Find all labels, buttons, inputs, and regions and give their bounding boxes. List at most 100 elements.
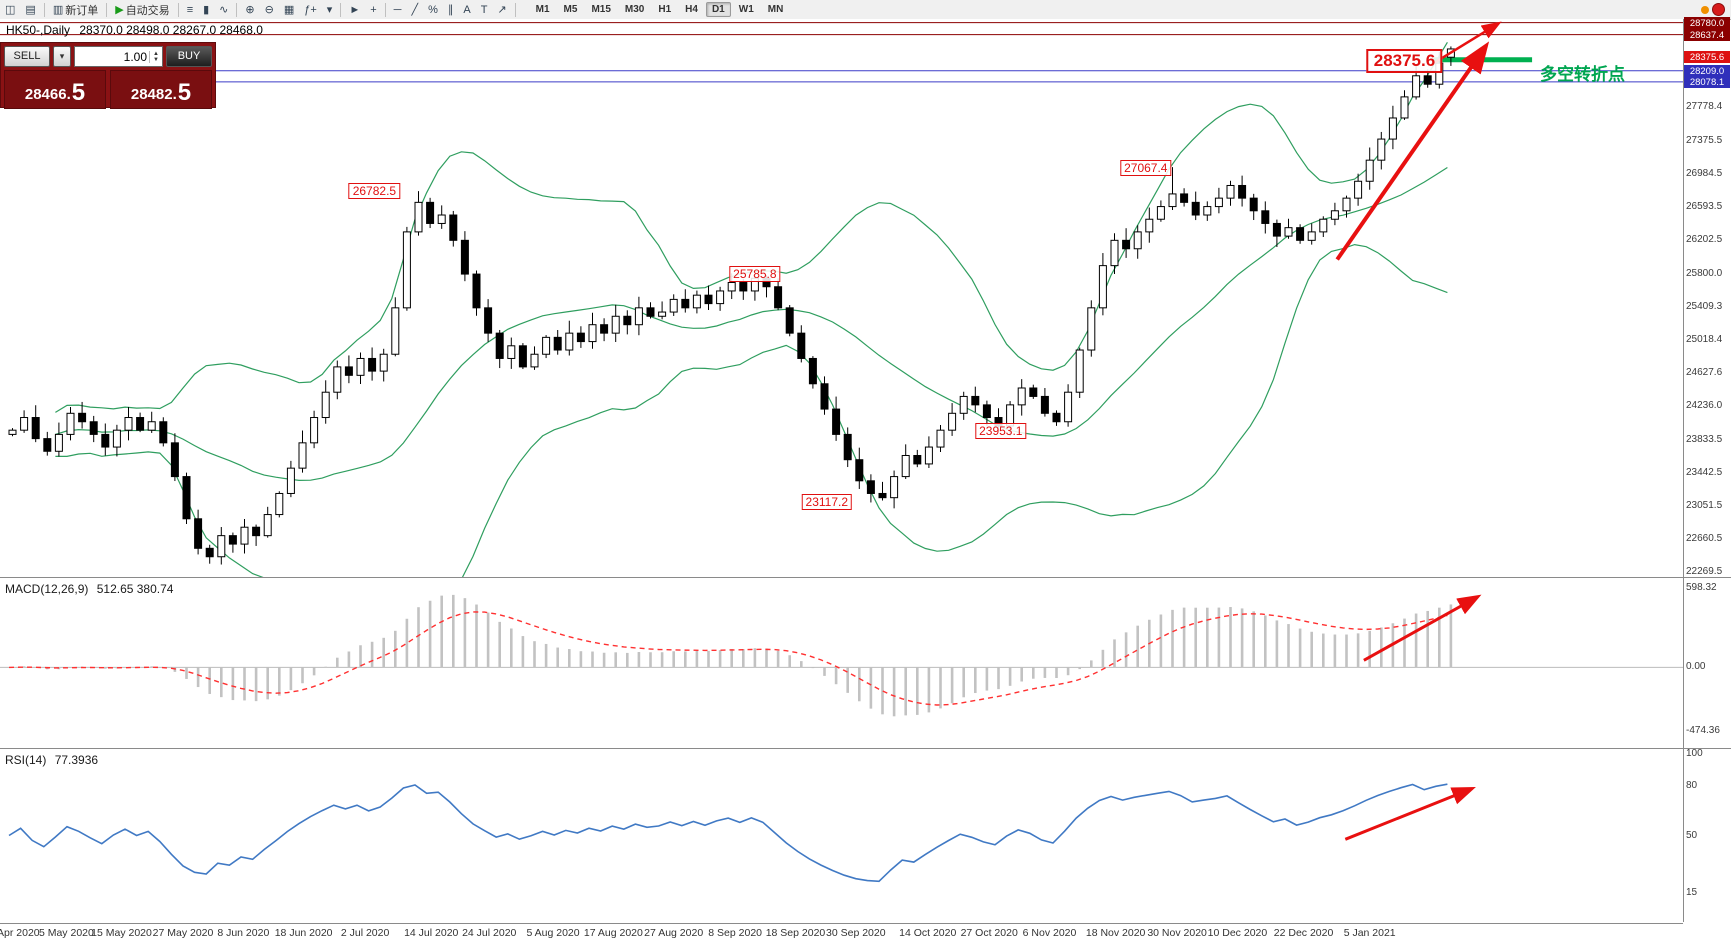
price-tick: 25018.4 xyxy=(1686,334,1723,346)
turning-point-label: 多空转折点 xyxy=(1540,65,1625,84)
sell-button[interactable]: SELL xyxy=(4,46,50,67)
date-tick: 30 Sep 2020 xyxy=(826,927,886,939)
date-tick: 18 Sep 2020 xyxy=(765,927,826,939)
rsi-tick: 100 xyxy=(1686,747,1703,759)
timeframe-d1[interactable]: D1 xyxy=(705,2,731,17)
timeframe-w1[interactable]: W1 xyxy=(738,4,754,15)
date-tick: 14 Jul 2020 xyxy=(404,927,459,939)
tile-windows-button[interactable]: ▦ xyxy=(280,1,298,19)
trendline-tool-button[interactable]: ╱ xyxy=(407,1,422,19)
price-tick: 24627.6 xyxy=(1686,367,1723,378)
arrow-tool-icon: ↗ xyxy=(497,3,507,16)
crosshair-button[interactable]: + xyxy=(366,1,380,19)
macd-axis[interactable]: 598.32 0.00 -474.36 xyxy=(1684,578,1731,748)
date-tick: 10 Dec 2020 xyxy=(1207,927,1268,939)
arrow-tool-button[interactable]: ↗ xyxy=(493,1,510,19)
zoom-in-button[interactable]: ⊕ xyxy=(241,1,258,19)
macd-chart[interactable] xyxy=(0,578,1683,748)
news-icon[interactable] xyxy=(1701,5,1709,14)
date-tick: 18 Nov 2020 xyxy=(1085,927,1146,939)
zoom-out-button[interactable]: ⊖ xyxy=(261,1,278,19)
timeframe-m1[interactable]: M1 xyxy=(535,4,550,15)
timeframe-m15[interactable]: M15 xyxy=(591,4,611,15)
price-axis[interactable]: 27778.4 27375.5 26984.5 26593.5 26202.5 25800… xyxy=(1684,16,1731,577)
profiles-button[interactable]: ▤ xyxy=(21,1,39,19)
rsi-tick: 15 xyxy=(1686,886,1698,898)
label-tool-button[interactable]: T xyxy=(477,1,492,19)
rsi-label: RSI(14) 77.3936 xyxy=(5,753,99,767)
price-tick: 27375.5 xyxy=(1686,135,1723,147)
one-click-trading-panel: SELL ▾ ▲▼ BUY 28466.5 28482.5 xyxy=(0,42,216,109)
price-tick: 27778.4 xyxy=(1686,101,1723,113)
timeframe-m5[interactable]: M5 xyxy=(563,4,578,15)
zoom-in-icon: ⊕ xyxy=(245,3,255,16)
volume-input[interactable] xyxy=(75,48,149,65)
channel-tool-icon: ∥ xyxy=(447,3,454,16)
hline-tool-button[interactable]: ─ xyxy=(390,1,406,19)
chart-line-button[interactable]: ∿ xyxy=(215,1,232,19)
timeframe-h1[interactable]: H1 xyxy=(658,4,672,15)
chart-title: HK50-,Daily 28370.0 28498.0 28267.0 2846… xyxy=(6,23,263,37)
rsi-chart[interactable] xyxy=(0,749,1683,922)
date-tick: 8 Sep 2020 xyxy=(708,927,763,939)
rsi-tick: 80 xyxy=(1686,780,1698,792)
highlighted-price-tick: 28637.4 xyxy=(1684,28,1730,41)
price-tick: 26202.5 xyxy=(1686,234,1723,246)
ohlc-values: 28370.0 28498.0 28267.0 28468.0 xyxy=(79,23,263,37)
indicators-button[interactable]: ƒ+ xyxy=(300,1,321,19)
price-tick: 24236.0 xyxy=(1686,400,1723,412)
toolbar-separator xyxy=(43,2,45,17)
alert-icon[interactable] xyxy=(1712,3,1725,16)
rsi-axis[interactable]: 100 80 50 15 xyxy=(1684,747,1731,922)
date-tick: 18 Jun 2020 xyxy=(274,927,333,939)
new-order-icon: ▥ xyxy=(52,3,64,16)
indicator-menu-button[interactable]: ▾ xyxy=(323,1,337,19)
text-tool-button[interactable]: A xyxy=(459,1,474,19)
tile-windows-icon: ▦ xyxy=(283,3,295,16)
crosshair-icon: + xyxy=(370,3,377,16)
timeframe-m30[interactable]: M30 xyxy=(624,4,645,15)
price-tick: 23442.5 xyxy=(1686,467,1723,478)
auto-trading-button[interactable]: ▶ 自动交易 xyxy=(111,1,173,19)
cursor-button[interactable]: ► xyxy=(345,1,364,19)
panel-separator[interactable] xyxy=(0,577,1731,578)
panel-separator[interactable] xyxy=(0,748,1731,749)
price-tick: 26984.5 xyxy=(1686,168,1723,180)
timeframe-bar: M1 M5 M15 M30 H1 H4 D1 W1 MN xyxy=(529,2,791,17)
price-tick: 25800.0 xyxy=(1686,268,1723,280)
date-tick: 27 Aug 2020 xyxy=(644,927,704,939)
volume-field: ▲▼ xyxy=(74,46,163,67)
timeframe-h4[interactable]: H4 xyxy=(685,4,698,15)
chart-candles-button[interactable]: ▮ xyxy=(199,1,213,19)
price-tick: 23833.5 xyxy=(1686,434,1723,445)
channel-tool-button[interactable]: ∥ xyxy=(444,1,458,19)
zoom-out-icon: ⊖ xyxy=(264,3,274,16)
date-tick: 5 May 2020 xyxy=(38,927,94,939)
date-tick: 27 May 2020 xyxy=(152,927,214,939)
buy-button[interactable]: BUY xyxy=(166,46,212,67)
timeframe-mn[interactable]: MN xyxy=(767,4,784,15)
macd-tick: -474.36 xyxy=(1686,725,1720,736)
new-order-button[interactable]: ▥ 新订单 xyxy=(49,1,102,19)
date-tick: 22 Dec 2020 xyxy=(1273,927,1334,939)
date-tick: 8 Jun 2020 xyxy=(217,927,270,939)
new-chart-icon: ◫ xyxy=(5,3,16,16)
toolbar: ◫ ▤ ▥ 新订单 ▶ 自动交易 ≡ ▮ ∿ ⊕ ⊖ ▦ ƒ+ ▾ ► + ─ ╱% ∥ A T ↗ M1 M5 M15 M30… xyxy=(0,0,1731,20)
price-tick: 25409.3 xyxy=(1686,301,1723,313)
chart-bars-button[interactable]: ≡ xyxy=(183,1,197,19)
auto-trading-icon: ▶ xyxy=(115,3,124,16)
sell-price-display: 28466. 5 xyxy=(4,70,106,109)
axis-separator xyxy=(1683,19,1684,922)
new-chart-button[interactable]: ◫ xyxy=(1,1,19,19)
macd-tick: 0.00 xyxy=(1686,661,1706,673)
new-order-label: 新订单 xyxy=(65,4,99,17)
main-chart[interactable] xyxy=(0,19,1683,577)
order-type-dropdown[interactable]: ▾ xyxy=(53,46,71,67)
date-tick: 21 Apr 2020 xyxy=(0,927,40,939)
cursor-icon: ► xyxy=(349,3,361,16)
volume-stepper[interactable]: ▲ ▼ xyxy=(149,50,162,63)
fibo-tool-button[interactable]: % xyxy=(424,1,442,19)
highlighted-price-tick: 28375.6 xyxy=(1684,50,1730,63)
indicators-icon: ƒ+ xyxy=(304,3,317,16)
